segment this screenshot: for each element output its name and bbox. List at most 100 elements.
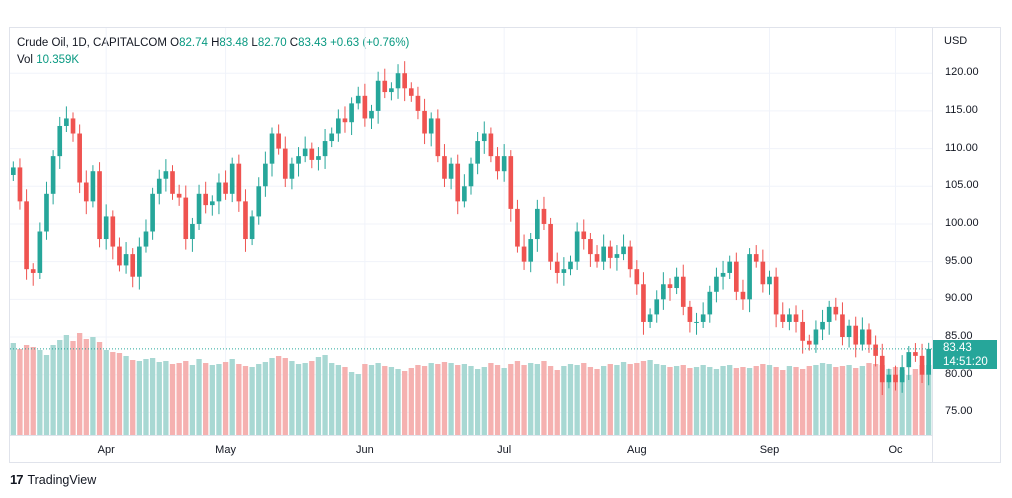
candle-body (355, 95, 361, 104)
candle-body (37, 231, 43, 273)
candle-body (893, 374, 898, 383)
candle-body (369, 110, 374, 119)
volume-bar (136, 361, 142, 435)
candle-body (408, 88, 414, 96)
volume-bar (189, 365, 196, 435)
x-tick-label: May (215, 444, 236, 456)
candle-body (10, 167, 16, 175)
candle-body (448, 163, 454, 179)
volume-bar (196, 359, 202, 435)
candle-body (707, 291, 713, 315)
volume-bar (488, 363, 494, 435)
chart-frame (9, 27, 1001, 463)
candle-body (249, 216, 255, 240)
candle-body (130, 254, 136, 277)
y-tick-label: 75.00 (945, 405, 973, 418)
volume-bar (793, 367, 799, 435)
candle-body (296, 156, 301, 164)
candle-body (156, 178, 162, 194)
open-letter: O (170, 37, 180, 49)
volume-bar (660, 365, 667, 435)
candle-body (820, 321, 825, 330)
candle-body (389, 88, 394, 93)
volume-bar (607, 364, 613, 435)
candle-body (236, 163, 242, 202)
volume-bar (289, 361, 295, 435)
candle-body (806, 340, 812, 345)
x-tick-label: Sep (759, 444, 780, 456)
candle-body (787, 314, 792, 322)
candle-body (515, 208, 520, 247)
volume-bar (269, 358, 275, 435)
candle-body (223, 182, 228, 194)
volume-bar (627, 364, 633, 435)
tradingview-brand[interactable]: 17 TradingView (10, 472, 96, 487)
candle-body (395, 73, 401, 89)
volume-bar (262, 362, 269, 435)
volume-bar (528, 363, 534, 435)
candle-body (322, 141, 328, 157)
volume-bar (222, 362, 229, 435)
candle-body (17, 167, 23, 202)
chart-svg[interactable] (10, 28, 932, 435)
volume-bar (514, 361, 521, 435)
candle-body (83, 182, 89, 202)
volume-bar (295, 364, 302, 435)
volume-bar (766, 365, 773, 435)
candle-body (548, 223, 553, 262)
volume-bar (249, 367, 255, 435)
close-letter: C (289, 37, 299, 49)
candle-body (581, 231, 587, 240)
candle-body (594, 254, 600, 262)
volume-bar (746, 368, 753, 435)
candle-body (913, 352, 918, 356)
volume-bar (116, 353, 123, 435)
candle-body (899, 367, 905, 383)
volume-bar (329, 363, 335, 435)
candle-body (687, 306, 693, 322)
volume-bar (63, 335, 70, 435)
volume-bar (236, 364, 242, 435)
volume-bar (554, 370, 560, 435)
volume-bar (899, 370, 905, 435)
y-tick-label: 115.00 (945, 103, 978, 116)
volume-bar (647, 360, 653, 435)
volume-bar (156, 362, 162, 435)
symbol-label[interactable]: Crude Oil, 1D, CAPITALCOM (17, 37, 167, 49)
candle-body (793, 314, 799, 322)
volume-bar (435, 364, 441, 435)
volume-bar (693, 367, 700, 435)
candle-body (309, 148, 315, 160)
volume-bar (315, 357, 322, 435)
candle-body (216, 182, 222, 202)
volume-bar (37, 350, 43, 435)
candle-body (481, 133, 487, 142)
candle-body (574, 231, 580, 262)
volume-bar (494, 365, 501, 435)
volume-bar (919, 365, 925, 435)
volume-bar (866, 363, 872, 435)
candle-body (627, 246, 633, 270)
candle-body (495, 156, 500, 172)
volume-bar (892, 367, 899, 435)
volume-label[interactable]: Vol (17, 54, 33, 66)
volume-bar (853, 368, 859, 435)
volume-bar (17, 349, 23, 435)
price-axis[interactable]: 120.00 115.00 110.00 105.00 100.00 95.00 90.00… (932, 28, 1001, 462)
time-axis[interactable]: Apr May Jun Jul Aug Sep Oc (10, 435, 932, 463)
candle-body (97, 171, 102, 240)
volume-bar (634, 363, 640, 435)
candle-body (462, 186, 467, 202)
volume-bar (355, 374, 361, 435)
bar-countdown: 14:51:20 (943, 356, 988, 368)
volume-bar (183, 361, 189, 435)
volume-bar (110, 352, 116, 435)
candle-body (767, 276, 772, 285)
volume-bar (209, 365, 215, 435)
plot-area[interactable] (10, 28, 932, 435)
volume-bar (760, 364, 766, 435)
last-price-value: 83.43 (943, 342, 972, 354)
volume-bar (567, 364, 574, 435)
volume-bar (640, 361, 647, 435)
volume-bar (123, 356, 129, 435)
